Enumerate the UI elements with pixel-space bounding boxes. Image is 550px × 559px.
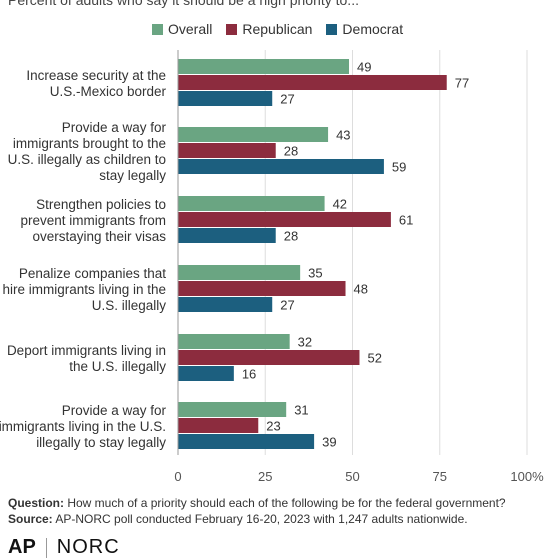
- data-label: 52: [367, 351, 381, 366]
- source-line: Source: AP-NORC poll conducted February …: [8, 511, 506, 527]
- category-label: immigrants brought to the: [13, 136, 166, 151]
- legend-swatch-overall: [152, 23, 163, 35]
- question-text: How much of a priority should each of th…: [67, 496, 506, 510]
- x-tick-label: 0: [174, 469, 181, 484]
- data-label: 27: [280, 92, 294, 107]
- data-label: 43: [336, 128, 350, 143]
- source-text: AP-NORC poll conducted February 16-20, 2…: [55, 512, 468, 526]
- data-label: 23: [266, 419, 280, 434]
- category-label: immigrants living in the U.S.: [0, 419, 166, 434]
- bar-overall: [178, 265, 301, 280]
- data-label: 59: [392, 160, 406, 175]
- norc-logo: NORC: [56, 536, 120, 558]
- data-label: 31: [294, 403, 308, 418]
- bar-overall: [178, 402, 287, 417]
- category-label: Provide a way for: [62, 120, 167, 135]
- category-label: hire immigrants living in the: [2, 282, 166, 297]
- x-tick-label: 100%: [510, 469, 544, 484]
- category-label: U.S. illegally as children to: [8, 152, 166, 167]
- data-label: 28: [284, 144, 298, 159]
- legend-label-democrat: Democrat: [342, 21, 404, 37]
- category-label: Strengthen policies to: [36, 197, 166, 212]
- chart-subtitle: Percent of adults who say it should be a…: [8, 0, 359, 8]
- data-label: 16: [242, 367, 256, 382]
- legend-label-republican: Republican: [242, 21, 313, 37]
- data-label: 32: [298, 335, 312, 350]
- source-label: Source:: [8, 512, 53, 526]
- data-label: 77: [455, 76, 469, 91]
- category-label: the U.S. illegally: [69, 359, 166, 374]
- question-label: Question:: [8, 496, 64, 510]
- category-label: illegally to stay legally: [36, 435, 166, 450]
- bar-democrat: [178, 297, 273, 312]
- data-label: 61: [399, 213, 413, 228]
- legend-item-overall: Overall: [152, 21, 212, 37]
- logo-divider: [45, 537, 47, 558]
- bar-republican: [178, 143, 276, 158]
- bar-republican: [178, 418, 259, 433]
- bar-overall: [178, 127, 329, 142]
- data-label: 28: [284, 229, 298, 244]
- bar-democrat: [178, 434, 315, 449]
- category-label: U.S. illegally: [92, 298, 167, 313]
- x-tick-label: 25: [258, 469, 272, 484]
- bar-republican: [178, 350, 360, 365]
- bar-overall: [178, 196, 325, 211]
- chart-footer: Question: How much of a priority should …: [8, 495, 506, 527]
- bar-democrat: [178, 159, 384, 174]
- legend-item-democrat: Democrat: [326, 21, 403, 37]
- bar-republican: [178, 75, 447, 90]
- publisher-logo: AP NORC: [8, 536, 120, 559]
- ap-logo: AP: [8, 536, 36, 558]
- data-label: 35: [308, 266, 322, 281]
- bar-democrat: [178, 91, 273, 106]
- category-label: Deport immigrants living in: [7, 343, 166, 358]
- bar-democrat: [178, 366, 234, 381]
- bar-republican: [178, 281, 346, 296]
- question-line: Question: How much of a priority should …: [8, 495, 506, 511]
- category-label: overstaying their visas: [32, 229, 166, 244]
- category-label: prevent immigrants from: [20, 213, 166, 228]
- legend-label-overall: Overall: [168, 21, 213, 37]
- data-label: 49: [357, 60, 371, 75]
- x-tick-label: 75: [433, 469, 447, 484]
- bar-overall: [178, 59, 350, 74]
- bar-overall: [178, 334, 290, 349]
- category-label: stay legally: [99, 168, 166, 183]
- data-label: 39: [322, 435, 336, 450]
- category-label: Penalize companies that: [19, 266, 166, 281]
- data-label: 48: [354, 282, 368, 297]
- data-label: 42: [333, 197, 347, 212]
- legend: Overall Republican Democrat: [152, 21, 403, 37]
- category-label: Provide a way for: [62, 403, 167, 418]
- bar-republican: [178, 212, 391, 227]
- bar-democrat: [178, 228, 276, 243]
- category-label: U.S.-Mexico border: [50, 84, 167, 99]
- legend-swatch-democrat: [326, 23, 338, 35]
- category-label: Increase security at the: [26, 68, 166, 83]
- x-tick-label: 50: [345, 469, 359, 484]
- data-label: 27: [280, 298, 294, 313]
- legend-item-republican: Republican: [226, 21, 312, 37]
- bar-chart: 0 25 50 75 100% Increase security at theU.S.-…: [0, 50, 544, 484]
- legend-swatch-republican: [226, 23, 238, 35]
